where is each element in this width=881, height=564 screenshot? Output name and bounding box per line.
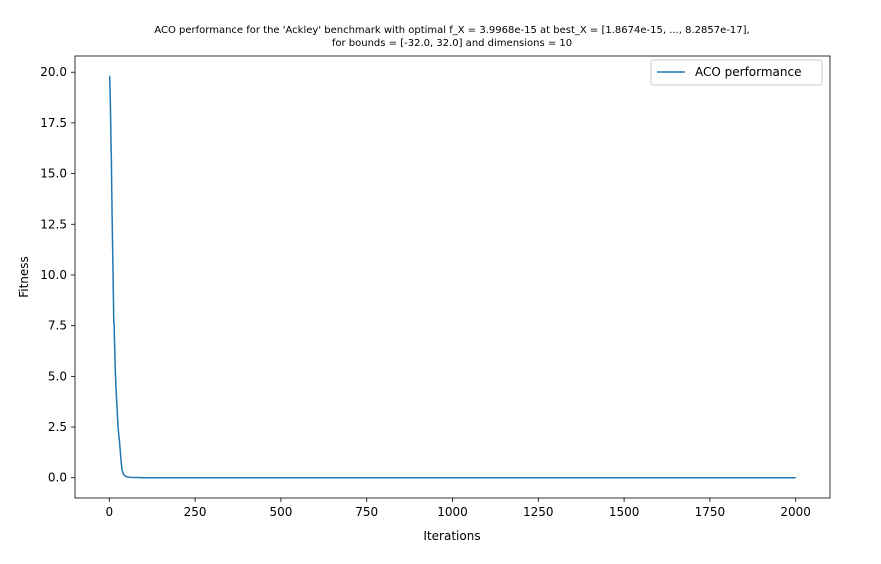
x-tick-label: 2000 — [780, 505, 811, 519]
x-axis-label: Iterations — [423, 529, 480, 543]
x-tick-label: 1000 — [437, 505, 468, 519]
x-tick-label: 0 — [105, 505, 113, 519]
legend-box — [650, 59, 823, 86]
x-tick-label: 1500 — [609, 505, 640, 519]
chart-title-line-1: ACO performance for the 'Ackley' benchma… — [154, 25, 749, 36]
x-axis: 0 250 500 750 1000 1250 1500 1750 2000 — [105, 498, 811, 519]
legend: ACO performance — [650, 59, 823, 86]
y-tick-label: 5.0 — [48, 369, 67, 383]
y-tick-label: 20.0 — [40, 65, 67, 79]
x-tick-label: 250 — [184, 505, 207, 519]
y-tick-label: 7.5 — [48, 319, 67, 333]
series-layer — [108, 75, 796, 479]
y-axis: 0.0 2.5 5.0 7.5 10.0 12.5 15.0 17.5 20.0 — [40, 65, 75, 485]
x-tick-label: 500 — [269, 505, 292, 519]
chart-title-line-2: for bounds = [-32.0, 32.0] and dimension… — [332, 38, 572, 49]
y-tick-label: 17.5 — [40, 116, 67, 130]
y-axis-label: Fitness — [17, 256, 31, 298]
y-tick-label: 15.0 — [40, 167, 67, 181]
y-tick-label: 0.0 — [48, 471, 67, 485]
y-tick-label: 10.0 — [40, 268, 67, 282]
legend-label: ACO performance — [695, 65, 802, 79]
y-tick-label: 2.5 — [48, 420, 67, 434]
series-line-aco-performance — [108, 75, 796, 479]
plot-frame — [74, 55, 831, 499]
x-tick-label: 1750 — [695, 505, 726, 519]
y-tick-label: 12.5 — [40, 217, 67, 231]
x-tick-label: 1250 — [523, 505, 554, 519]
x-tick-label: 750 — [355, 505, 378, 519]
